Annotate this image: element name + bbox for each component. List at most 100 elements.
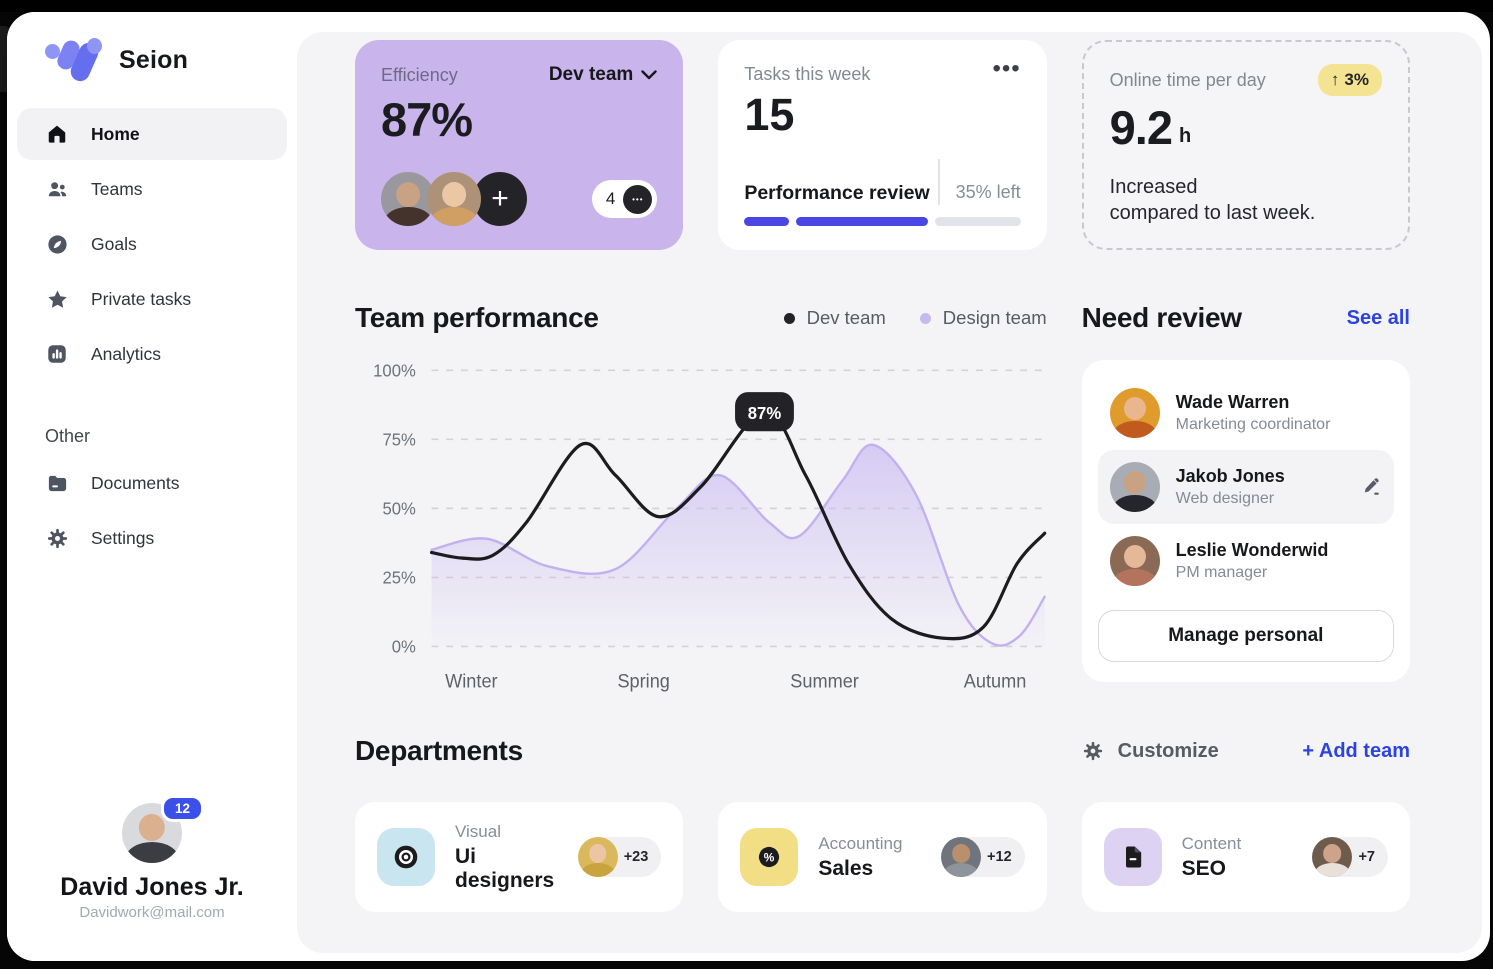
task-name: Performance review (744, 182, 930, 204)
gear-icon (45, 526, 69, 550)
person-role: Marketing coordinator (1175, 416, 1331, 433)
sidebar-item-label: Goals (91, 233, 137, 254)
goals-icon (45, 232, 69, 256)
person-name: Wade Warren (1175, 392, 1290, 412)
notification-badge: 12 (160, 795, 204, 822)
legend-dot (919, 312, 931, 324)
avatar (1109, 388, 1160, 438)
desktop-backdrop-top (0, 0, 1493, 12)
customize-row: Customize + Add team (1082, 700, 1410, 802)
team-selector-value: Dev team (548, 64, 634, 85)
online-time-unit: h (1179, 125, 1192, 147)
user-email: Davidwork@mail.com (79, 904, 225, 921)
manage-personal-button[interactable]: Manage personal (1097, 610, 1394, 662)
teams-icon (45, 177, 69, 201)
person-row[interactable]: Wade Warren Marketing coordinator (1098, 376, 1394, 450)
online-time-label: Online time per day (1109, 69, 1266, 90)
progress-segment (744, 217, 789, 226)
sidebar-item-label: Documents (91, 472, 180, 493)
avatar (1312, 837, 1353, 877)
performance-header: Team performance Dev team Design team (355, 250, 1047, 360)
sidebar-item-label: Teams (91, 178, 143, 199)
dots-menu-icon[interactable]: ••• (992, 55, 1021, 82)
department-category: Visual (455, 821, 501, 841)
tasks-count: 15 (744, 89, 795, 140)
online-time-value: 9.2 (1109, 101, 1173, 154)
svg-text:Spring: Spring (617, 670, 669, 692)
team-performance-chart: 100% 75% 50% 25% 0% Winter Spring Summer Autumn 8… (355, 360, 1047, 700)
online-time-note: Increased compared to last week. (1109, 176, 1316, 224)
sidebar-item-label: Home (91, 123, 140, 144)
sidebar-item-label: Analytics (91, 343, 162, 364)
sidebar-item-home[interactable]: Home (17, 108, 287, 160)
sidebar-item-settings[interactable]: Settings (17, 512, 287, 564)
sidebar-item-private-tasks[interactable]: Private tasks (17, 273, 287, 325)
member-count: +7 (1312, 837, 1388, 877)
department-card-content[interactable]: Content SEO +7 (1081, 802, 1410, 912)
efficiency-value: 87% (381, 93, 473, 146)
progress-remaining (935, 217, 1021, 226)
sidebar-item-label: Private tasks (91, 288, 192, 309)
sidebar-item-documents[interactable]: Documents (17, 457, 287, 509)
department-category: Accounting (818, 833, 903, 853)
department-card-accounting[interactable]: % Accounting Sales +12 (718, 802, 1047, 912)
edit-pencil-icon[interactable] (1360, 476, 1382, 498)
svg-text:25%: 25% (382, 568, 415, 587)
efficiency-card: Efficiency Dev team 87% + 4 ••• (355, 40, 684, 250)
brand: Seion (7, 12, 297, 85)
avatar (577, 837, 618, 877)
delta-value: 3% (1344, 70, 1369, 89)
person-name: Jakob Jones (1175, 466, 1285, 486)
member-count: +12 (941, 837, 1025, 877)
analytics-icon (45, 342, 69, 366)
department-card-visual[interactable]: Visual Ui designers +23 (355, 802, 684, 912)
svg-text:100%: 100% (373, 361, 416, 380)
sidebar-section-other: Other (45, 426, 91, 446)
divider (938, 159, 940, 205)
chat-bubble-icon: ••• (623, 184, 653, 214)
person-row[interactable]: Leslie Wonderwid PM manager (1098, 524, 1394, 598)
svg-text:Autumn: Autumn (964, 670, 1027, 692)
need-review-card: Wade Warren Marketing coordinator Jakob … (1081, 360, 1410, 682)
app-window: Seion Home Teams Goals (7, 12, 1490, 961)
add-team-link[interactable]: + Add team (1302, 739, 1410, 762)
efficiency-label: Efficiency (381, 64, 458, 85)
sidebar-item-label: Settings (91, 527, 155, 548)
sidebar-item-analytics[interactable]: Analytics (17, 328, 287, 380)
department-name: Sales (818, 856, 874, 880)
sidebar-item-teams[interactable]: Teams (17, 163, 287, 215)
svg-text:75%: 75% (382, 430, 415, 449)
sidebar: Seion Home Teams Goals (7, 12, 297, 961)
member-avatar (381, 172, 435, 226)
legend-dev-team: Dev team (783, 307, 886, 329)
tasks-card: Tasks this week ••• 15 Performance revie… (718, 40, 1047, 250)
private-tasks-icon (45, 287, 69, 311)
document-icon (1103, 828, 1162, 886)
department-name: SEO (1181, 856, 1227, 880)
sidebar-item-goals[interactable]: Goals (17, 218, 287, 270)
progress-segment (795, 217, 929, 226)
need-review-title: Need review (1081, 302, 1242, 333)
member-count: +23 (577, 837, 662, 877)
see-all-link[interactable]: See all (1346, 306, 1410, 329)
comments-count: 4 (605, 189, 616, 208)
online-time-card: Online time per day ↑ 3% 9.2 h Increased… (1081, 40, 1410, 250)
legend-dot (783, 312, 795, 324)
home-icon (45, 122, 69, 146)
add-member-button[interactable]: + (473, 172, 527, 226)
comments-pill[interactable]: 4 ••• (591, 180, 658, 218)
user-profile[interactable]: 12 David Jones Jr. Davidwork@mail.com (7, 795, 297, 921)
legend-design-team: Design team (919, 307, 1047, 329)
person-row[interactable]: Jakob Jones Web designer (1097, 450, 1394, 524)
customize-button[interactable]: Customize (1082, 740, 1219, 763)
need-review-header: Need review See all (1082, 250, 1410, 360)
task-remaining: 35% left (955, 182, 1021, 202)
plus-icon: + (491, 182, 509, 215)
member-avatar (427, 172, 481, 226)
up-arrow-icon: ↑ (1330, 70, 1340, 89)
percent-badge-icon: % (740, 828, 799, 886)
task-progress-bar (744, 217, 1021, 226)
lens-eye-icon (377, 828, 435, 886)
person-role: Web designer (1175, 490, 1275, 507)
team-selector-dropdown[interactable]: Dev team (549, 64, 658, 86)
